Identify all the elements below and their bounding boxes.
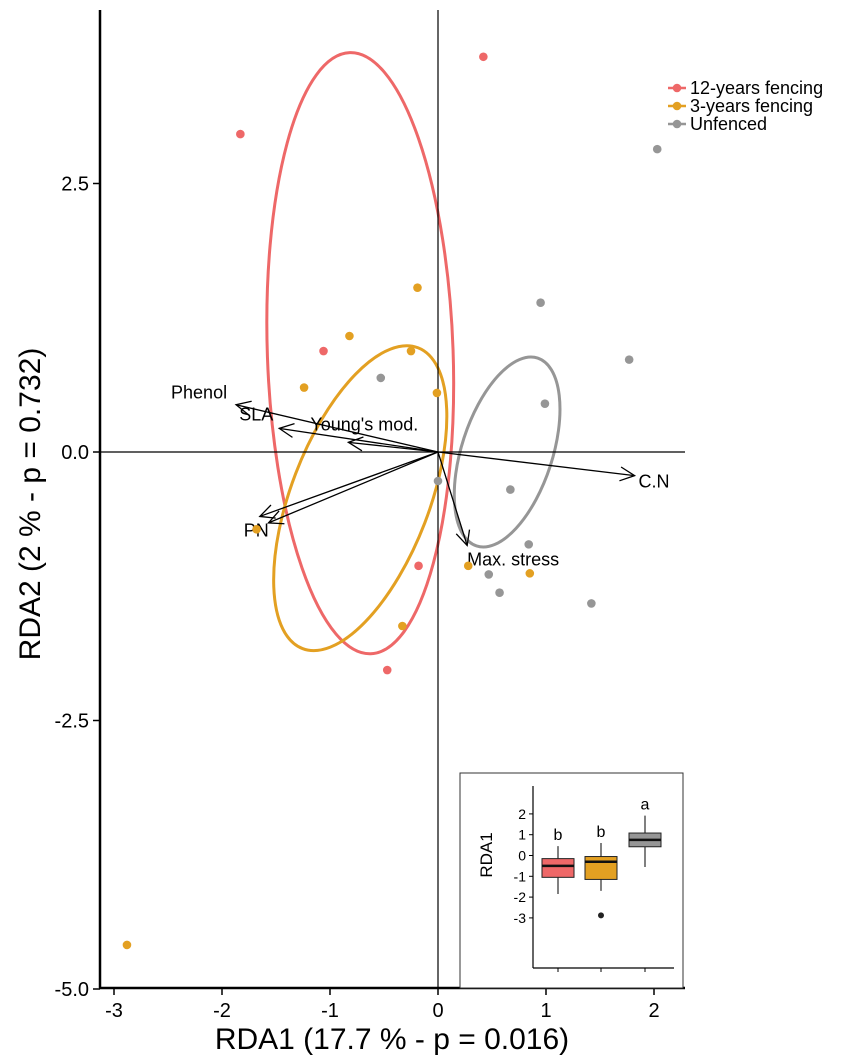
inset-y-tick-label-4: 1 bbox=[518, 827, 526, 843]
arrow-shaft-3 bbox=[437, 451, 635, 477]
legend-label-g3: 3-years fencing bbox=[690, 96, 813, 116]
inset-letter-gu: a bbox=[641, 797, 650, 814]
axes: -3 -2 -1 0 1 2 -5.0 -2.5 0.0 2.5 bbox=[55, 10, 685, 1022]
point-g3-5 bbox=[432, 388, 442, 398]
point-g3-1 bbox=[299, 383, 309, 392]
arrow-head-6 bbox=[455, 529, 471, 547]
arrow-shaft-6 bbox=[437, 451, 468, 546]
x-tick-label-5: 2 bbox=[648, 1000, 659, 1022]
y-tick-label-2: 0.0 bbox=[61, 442, 89, 464]
legend-label-g12: 12-years fencing bbox=[690, 78, 823, 98]
arrow-label-6: Max. stress bbox=[467, 549, 559, 569]
x-tick-label-3: 0 bbox=[432, 1000, 443, 1022]
inset-y-tick-label-5: 2 bbox=[518, 806, 526, 822]
inset-y-tick-label-0: -3 bbox=[514, 910, 527, 926]
point-g12-3 bbox=[414, 561, 423, 571]
point-g3-3 bbox=[406, 346, 416, 356]
zero-lines bbox=[100, 10, 685, 988]
x-tick-label-1: -2 bbox=[213, 1000, 231, 1022]
arrow-label-1: SLA bbox=[239, 404, 273, 424]
point-gu-10 bbox=[587, 599, 596, 608]
point-g3-6 bbox=[463, 561, 473, 571]
ellipse-layer bbox=[265, 51, 562, 656]
y-tick-label-1: -2.5 bbox=[55, 711, 89, 733]
x-tick-label-0: -3 bbox=[105, 1000, 123, 1022]
inset-frame bbox=[459, 772, 684, 989]
inset-y-axis-title: RDA1 bbox=[477, 832, 496, 877]
arrow-head-0 bbox=[234, 400, 252, 416]
arrow-shaft-0 bbox=[235, 404, 439, 453]
y-axis-title: RDA2 (2 % - p = 0.732) bbox=[14, 348, 47, 661]
y-tick-label-3: 2.5 bbox=[61, 174, 89, 196]
point-gu-7 bbox=[524, 540, 534, 549]
point-gu-4 bbox=[540, 399, 550, 408]
y-tick-label-0: -5.0 bbox=[55, 979, 89, 1001]
legend-key-dot-gu bbox=[672, 119, 682, 129]
arrow-head-2 bbox=[346, 436, 364, 452]
point-gu-0 bbox=[652, 144, 662, 154]
arrow-shaft-4 bbox=[259, 451, 439, 518]
arrow-label-0: Phenol bbox=[171, 383, 227, 403]
legend-key-dot-g12 bbox=[672, 83, 682, 93]
point-gu-1 bbox=[536, 298, 545, 308]
point-g12-0 bbox=[479, 52, 488, 62]
inset-boxplot: -3 -2 -1 0 1 2 RDA1 b b a bbox=[459, 772, 684, 989]
point-g3-9 bbox=[122, 940, 132, 950]
arrow-head-3 bbox=[619, 466, 637, 482]
point-g3-7 bbox=[525, 569, 535, 578]
inset-outlier-g3-0 bbox=[598, 912, 604, 919]
arrow-shaft-1 bbox=[279, 427, 439, 453]
x-tick-label-4: 1 bbox=[540, 1000, 551, 1022]
arrow-label-2: Young's mod. bbox=[310, 414, 418, 434]
point-g12-4 bbox=[382, 665, 392, 675]
inset-y-tick-label-1: -2 bbox=[514, 889, 527, 905]
arrow-head-1 bbox=[277, 422, 295, 438]
arrow-head-5 bbox=[267, 510, 285, 525]
ellipse-g3 bbox=[272, 344, 449, 653]
inset-y-tick-label-3: 0 bbox=[518, 848, 526, 864]
arrow-head-4 bbox=[258, 504, 276, 519]
point-gu-9 bbox=[495, 588, 504, 597]
inset-letter-g3: b bbox=[597, 824, 606, 841]
x-tick-label-2: -1 bbox=[321, 1000, 339, 1022]
point-g3-0 bbox=[252, 525, 261, 534]
legend-key-dot-g3 bbox=[672, 101, 682, 111]
point-gu-2 bbox=[624, 355, 634, 364]
point-g12-1 bbox=[236, 129, 245, 139]
arrow-shaft-2 bbox=[348, 441, 439, 453]
point-g3-4 bbox=[413, 283, 422, 292]
inset-y-tick-label-2: -1 bbox=[514, 868, 527, 884]
point-g12-2 bbox=[319, 346, 328, 356]
point-g3-8 bbox=[398, 621, 407, 631]
arrow-label-3: C.N bbox=[639, 472, 670, 492]
inset-box-g12 bbox=[541, 858, 575, 878]
point-g3-2 bbox=[345, 331, 354, 341]
point-gu-5 bbox=[433, 476, 443, 486]
point-gu-8 bbox=[484, 570, 494, 579]
arrow-shaft-5 bbox=[268, 451, 439, 524]
inset-letter-g12: b bbox=[554, 827, 563, 844]
point-gu-6 bbox=[506, 485, 515, 494]
point-layer bbox=[122, 52, 662, 950]
x-axis-title: RDA1 (17.7 % - p = 0.016) bbox=[215, 1023, 569, 1056]
legend-label-gu: Unfenced bbox=[690, 114, 767, 134]
point-gu-3 bbox=[376, 373, 386, 383]
inset-box-g3 bbox=[584, 856, 618, 880]
ellipse-g12 bbox=[265, 51, 456, 656]
